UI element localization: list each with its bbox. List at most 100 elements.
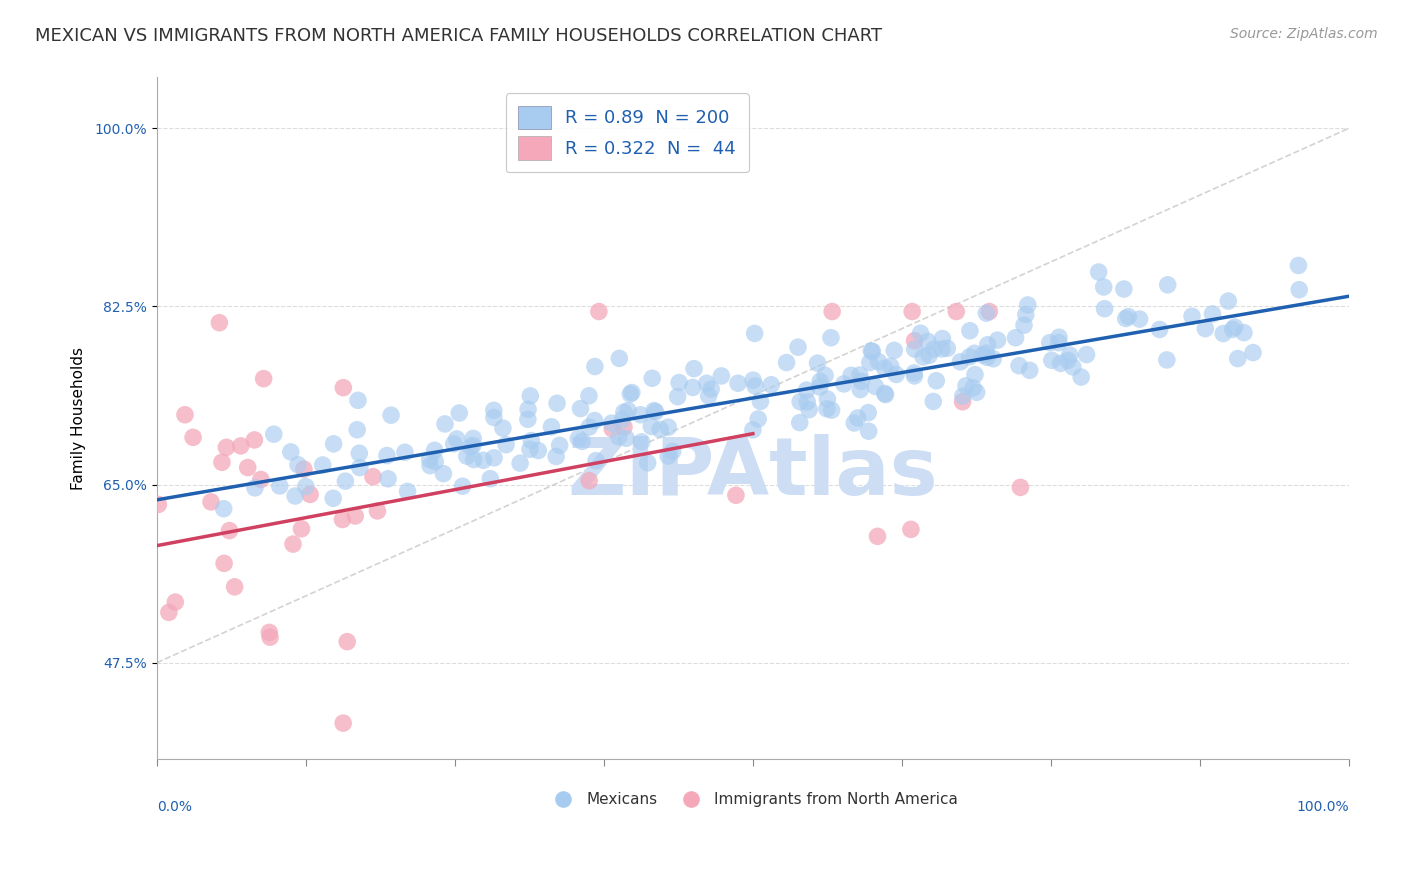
Point (284, 489, 307, 503)
Point (1112, 282, 1135, 296)
Point (650, 422, 672, 436)
Point (461, 438, 484, 452)
Point (832, 376, 855, 391)
Point (1047, 335, 1070, 350)
Point (787, 340, 810, 354)
Point (637, 456, 659, 470)
Point (844, 416, 866, 430)
Point (1286, 259, 1309, 273)
Point (294, 479, 316, 493)
Point (419, 458, 441, 473)
Point (620, 385, 643, 400)
Point (578, 474, 600, 488)
Point (463, 452, 485, 467)
Point (607, 351, 630, 366)
Point (482, 450, 505, 465)
Point (875, 387, 897, 401)
Point (976, 351, 998, 365)
Point (775, 355, 797, 369)
Point (212, 557, 235, 571)
Point (952, 394, 974, 409)
Point (1015, 308, 1038, 322)
Point (1212, 326, 1234, 341)
Point (657, 449, 679, 463)
Point (449, 406, 471, 420)
Point (546, 396, 568, 410)
Point (814, 368, 837, 383)
Point (546, 450, 568, 464)
Point (1181, 310, 1204, 324)
Point (375, 449, 398, 463)
Point (917, 334, 939, 349)
Point (380, 408, 402, 422)
Point (200, 495, 222, 509)
Point (644, 405, 666, 419)
Point (727, 376, 749, 391)
Point (516, 412, 538, 426)
Point (181, 430, 204, 444)
Point (884, 368, 907, 382)
Point (1076, 347, 1098, 361)
Text: 0.0%: 0.0% (157, 800, 193, 814)
Point (922, 394, 945, 409)
Point (955, 379, 977, 393)
Point (520, 434, 543, 448)
Point (666, 390, 689, 404)
Point (904, 342, 927, 356)
Point (724, 488, 747, 502)
Point (962, 381, 984, 395)
Point (761, 377, 783, 392)
Point (322, 437, 344, 451)
Point (912, 350, 935, 364)
Point (839, 368, 862, 383)
Point (423, 443, 446, 458)
Legend: Mexicans, Immigrants from North America: Mexicans, Immigrants from North America (541, 786, 965, 814)
Point (1057, 353, 1080, 368)
Point (1241, 345, 1264, 359)
Point (157, 606, 180, 620)
Point (815, 392, 838, 406)
Point (332, 381, 354, 395)
Point (208, 316, 231, 330)
Point (977, 337, 1000, 351)
Point (253, 371, 276, 385)
Point (263, 427, 285, 442)
Point (976, 346, 998, 360)
Point (849, 383, 872, 397)
Point (976, 306, 998, 320)
Text: Source: ZipAtlas.com: Source: ZipAtlas.com (1230, 27, 1378, 41)
Point (796, 383, 818, 397)
Point (299, 487, 322, 501)
Point (607, 430, 630, 444)
Point (236, 460, 259, 475)
Point (630, 408, 652, 422)
Point (588, 304, 610, 318)
Point (229, 439, 252, 453)
Point (322, 491, 344, 506)
Point (583, 413, 606, 427)
Point (741, 423, 763, 437)
Point (1017, 298, 1039, 312)
Point (963, 346, 986, 360)
Point (292, 462, 315, 476)
Point (808, 374, 831, 388)
Point (1094, 301, 1116, 316)
Point (1049, 356, 1071, 370)
Point (683, 361, 706, 376)
Point (903, 334, 925, 348)
Point (396, 484, 419, 499)
Point (806, 356, 828, 370)
Point (910, 326, 932, 341)
Point (482, 410, 505, 425)
Point (1226, 351, 1249, 366)
Point (433, 417, 456, 431)
Point (446, 432, 468, 446)
Point (945, 304, 967, 318)
Point (851, 375, 873, 389)
Point (259, 625, 281, 640)
Point (456, 449, 478, 463)
Point (936, 341, 959, 355)
Point (821, 304, 844, 318)
Point (224, 580, 246, 594)
Point (174, 408, 197, 422)
